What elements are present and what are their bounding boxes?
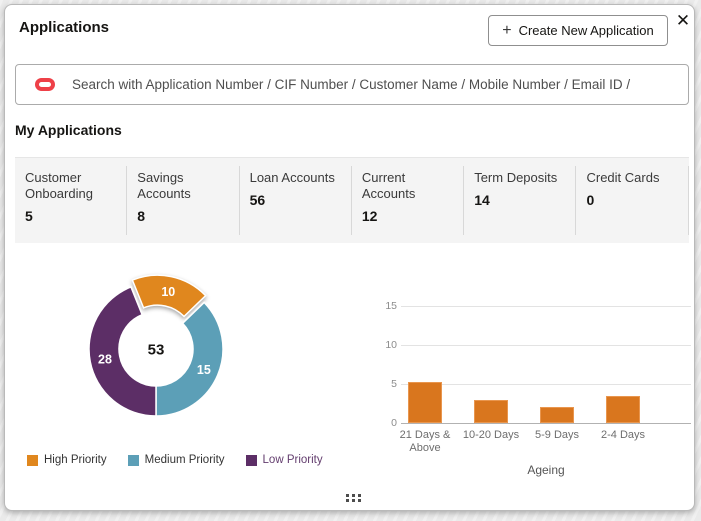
stat-label: Customer Onboarding (25, 170, 93, 201)
application-search-bar[interactable] (15, 64, 689, 105)
stat-label: Loan Accounts (249, 170, 335, 185)
y-tick-label: 10 (385, 339, 397, 351)
priority-donut-chart: 10 15 28 53 (15, 257, 345, 453)
stat-label: Savings Accounts (137, 170, 191, 201)
bar-10-20-days[interactable] (474, 399, 508, 423)
stat-tile-savings-accounts[interactable]: Savings Accounts 8 (127, 158, 240, 243)
stat-tile-current-accounts[interactable]: Current Accounts 12 (352, 158, 465, 243)
page-title: Applications (19, 19, 110, 36)
gridline (401, 306, 691, 307)
applications-panel: Applications + Create New Application ✕ … (4, 4, 695, 511)
legend-item-high-priority[interactable]: High Priority (27, 454, 107, 466)
donut-svg: 10 15 28 53 (88, 274, 224, 417)
stat-label: Current Accounts (361, 170, 416, 201)
create-new-application-button[interactable]: + Create New Application (488, 15, 668, 46)
donut-segment-medium-priority[interactable] (155, 301, 224, 417)
section-title: My Applications (15, 122, 122, 138)
donut-center-total: 53 (148, 342, 165, 359)
gridline (401, 345, 691, 346)
legend-swatch (127, 454, 139, 466)
y-tick-label: 15 (385, 300, 397, 312)
stat-tile-customer-onboarding[interactable]: Customer Onboarding 5 (15, 158, 128, 243)
legend-item-medium-priority[interactable]: Medium Priority (127, 454, 225, 466)
stat-value: 56 (249, 192, 266, 208)
stat-label: Credit Cards (586, 170, 660, 185)
legend-item-low-priority[interactable]: Low Priority (245, 454, 323, 466)
donut-segment-value: 28 (98, 352, 112, 366)
x-category-label: 10-20 Days (462, 429, 520, 441)
ageing-bar-chart: Ageing 15 10 5 0 21 Days & Above 10-20 Days 5-… (361, 271, 698, 485)
x-axis-line (401, 423, 691, 424)
application-stats-band: Customer Onboarding 5 Savings Accounts 8 Loa… (15, 157, 689, 243)
bar-2-4-days[interactable] (606, 395, 640, 423)
stat-divider (463, 166, 465, 235)
close-icon[interactable]: ✕ (675, 11, 691, 30)
stat-label: Term Deposits (474, 170, 558, 185)
stat-value: 0 (586, 192, 595, 208)
gridline (401, 384, 691, 385)
bar-21-days-above[interactable] (408, 382, 442, 423)
x-category-label: 21 Days & Above (399, 429, 451, 454)
priority-legend: High Priority Medium Priority Low Priority (27, 454, 323, 466)
donut-segment-value: 10 (161, 285, 175, 299)
stat-value: 12 (361, 208, 378, 224)
stat-tile-credit-cards[interactable]: Credit Cards 0 (576, 158, 689, 243)
donut-segment-high-priority[interactable] (131, 274, 207, 318)
y-tick-label: 5 (391, 378, 397, 390)
stat-divider (126, 166, 128, 235)
oracle-logo-icon (35, 78, 55, 91)
search-input[interactable] (72, 77, 688, 92)
stat-divider (687, 166, 689, 235)
plus-icon: + (502, 21, 512, 39)
create-new-application-label: Create New Application (518, 23, 654, 38)
stat-tile-loan-accounts[interactable]: Loan Accounts 56 (240, 158, 352, 243)
donut-segment-low-priority[interactable] (88, 285, 157, 417)
donut-segment-value: 15 (197, 363, 211, 377)
stat-value: 14 (474, 192, 490, 208)
bar-5-9-days[interactable] (540, 407, 574, 423)
legend-label: Medium Priority (144, 454, 225, 466)
stat-divider (350, 166, 352, 235)
x-category-label: 5-9 Days (534, 429, 580, 441)
x-category-label: 2-4 Days (600, 429, 646, 441)
resize-drag-handle[interactable] (346, 494, 362, 503)
stat-divider (575, 166, 577, 235)
legend-swatch (27, 454, 38, 466)
stat-divider (238, 166, 240, 235)
stat-tile-term-deposits[interactable]: Term Deposits 14 (464, 158, 577, 243)
stat-value: 8 (137, 208, 146, 224)
stat-value: 5 (25, 208, 33, 224)
legend-label: Low Priority (262, 454, 323, 466)
legend-label: High Priority (44, 454, 107, 466)
legend-swatch (245, 454, 257, 466)
ageing-axis-title: Ageing (527, 463, 565, 477)
y-tick-label: 0 (391, 417, 397, 429)
